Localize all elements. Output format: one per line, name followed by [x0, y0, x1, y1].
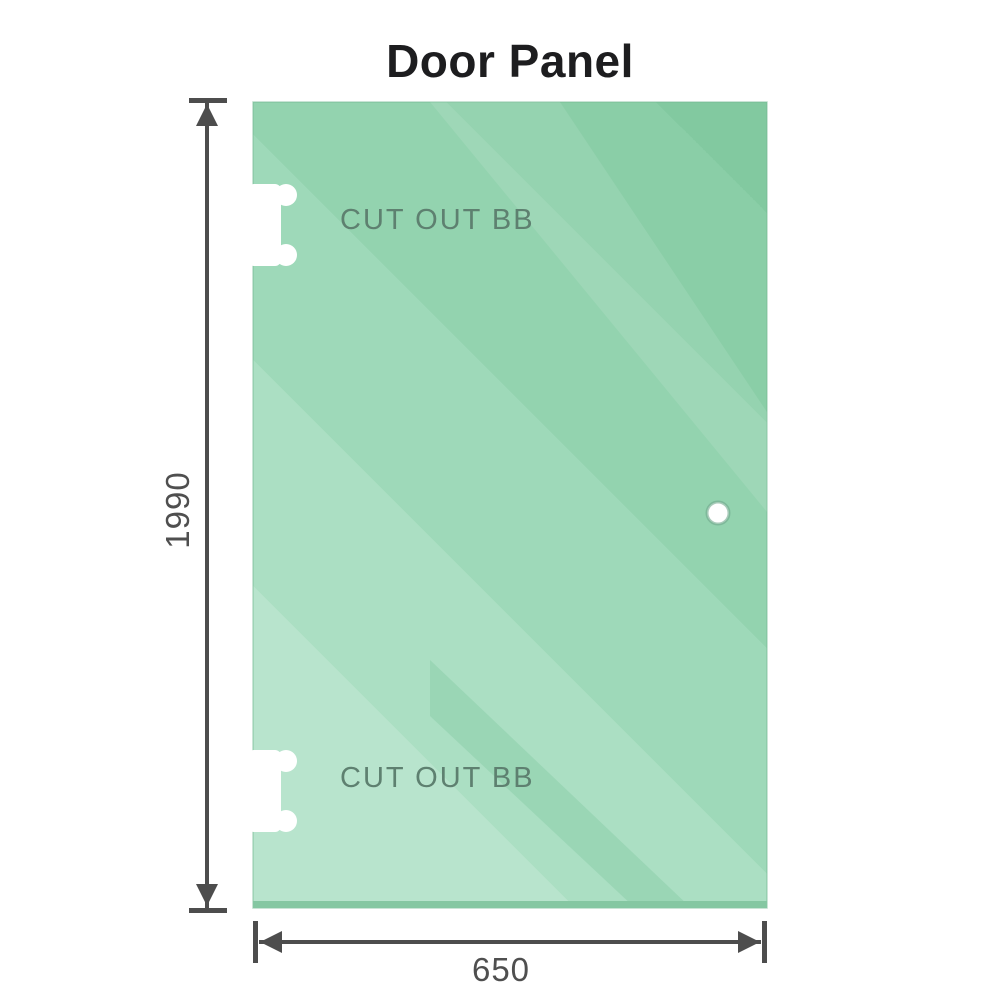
bottom-cutout-label: CUT OUT BB	[340, 762, 535, 794]
height-dimension-value: 1990	[159, 471, 196, 549]
bottom-hinge-cutout	[248, 750, 297, 832]
page-title: Door Panel	[386, 35, 634, 87]
top-cutout-label: CUT OUT BB	[340, 204, 535, 236]
glass-sheen-highlight	[430, 102, 767, 512]
glass-reflection-stripe	[430, 660, 690, 907]
glass-bottom-edge	[253, 901, 767, 908]
height-dimension-arrow	[189, 98, 227, 913]
handle-hole	[705, 500, 731, 526]
top-hinge-cutout	[248, 184, 297, 266]
glass-panel	[252, 101, 768, 909]
width-dimension-value: 650	[471, 951, 531, 988]
width-dimension-arrow	[253, 921, 767, 963]
